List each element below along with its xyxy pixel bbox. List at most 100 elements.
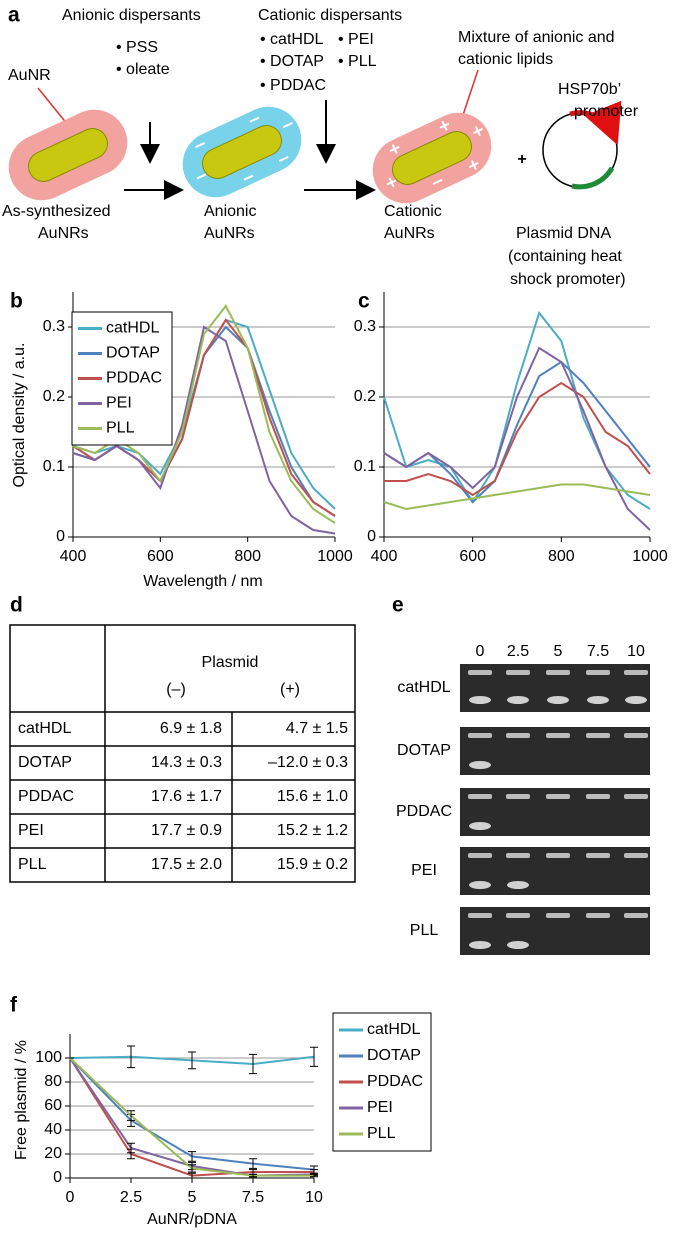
gel-band [587, 696, 609, 704]
promoter-arc [569, 100, 622, 146]
rod-assynth [8, 109, 128, 201]
plasmid-label: Plasmid DNA [516, 225, 611, 242]
table-cell: DOTAP [18, 754, 72, 771]
legend-label: catHDL [367, 1021, 420, 1038]
rod-anionic [182, 106, 302, 198]
gel-well [468, 733, 492, 738]
gel-well [506, 733, 530, 738]
series-line [383, 346, 651, 531]
table-cell: –12.0 ± 0.3 [268, 754, 348, 771]
series-line [384, 381, 651, 497]
gel-band [625, 696, 647, 704]
gel-well [468, 670, 492, 675]
y-tick-label: 40 [44, 1121, 62, 1138]
table-cell: 17.7 ± 0.9 [151, 822, 222, 839]
error-bar [249, 1053, 257, 1075]
x-tick-label: 0 [66, 1189, 75, 1206]
series-line [72, 325, 336, 535]
table-cell: 15.9 ± 0.2 [277, 856, 348, 873]
table-cell: 15.2 ± 1.2 [277, 822, 348, 839]
table-column-header: (+) [280, 681, 300, 698]
lipid-note: Mixture of anionic and [458, 29, 615, 46]
gel-lane-label: 2.5 [507, 643, 529, 660]
gel-well [624, 794, 648, 799]
plasmid-label: shock promoter) [510, 271, 626, 288]
table-column-header: (–) [166, 681, 186, 698]
gel-well [506, 853, 530, 858]
x-tick-label: 600 [147, 548, 174, 565]
gel-row-label: PDDAC [396, 803, 452, 820]
error-bar [188, 1051, 196, 1070]
legend-label: DOTAP [106, 345, 160, 362]
legend-label: PLL [106, 420, 135, 437]
x-axis-label: Wavelength / nm [143, 573, 262, 590]
gel-well [468, 794, 492, 799]
error-bar [310, 1046, 318, 1067]
panel-label: e [392, 594, 404, 617]
gel-well [546, 913, 570, 918]
gel-row-label: PLL [410, 922, 439, 939]
table-cell: 4.7 ± 1.5 [286, 720, 348, 737]
panel-label: c [358, 290, 370, 313]
gel-well [546, 853, 570, 858]
x-tick-label: 1000 [317, 548, 353, 565]
lipid-note: cationic lipids [458, 51, 553, 68]
gel-well [468, 913, 492, 918]
y-tick-label: 100 [35, 1049, 62, 1066]
gel-band [469, 761, 491, 769]
x-tick-label: 400 [371, 548, 398, 565]
stage-label: Anionic [204, 203, 256, 220]
x-axis-label: AuNR/pDNA [147, 1211, 237, 1228]
anionic-title: Anionic dispersants [62, 7, 201, 24]
gel-lane-label: 7.5 [587, 643, 609, 660]
x-tick-label: 10 [305, 1189, 323, 1206]
panel-label: a [8, 4, 20, 27]
y-tick-label: 20 [44, 1145, 62, 1162]
x-tick-label: 2.5 [120, 1189, 142, 1206]
legend-label: PEI [367, 1099, 393, 1116]
cationic-item: • PEI [338, 31, 374, 48]
stage-label: AuNRs [204, 225, 255, 242]
gel-well [506, 794, 530, 799]
error-bar [249, 1173, 257, 1178]
panel-label: d [10, 594, 23, 617]
y-tick-label: 0 [367, 528, 376, 545]
error-bar [188, 1151, 196, 1162]
cationic-title: Cationic dispersants [258, 7, 402, 24]
gel-row-label: DOTAP [397, 742, 451, 759]
gene-arc [571, 166, 615, 190]
gel-well [506, 913, 530, 918]
error-bar [188, 1172, 196, 1179]
series-line [383, 483, 651, 511]
legend-label: DOTAP [367, 1047, 421, 1064]
error-bar [127, 1045, 135, 1069]
gel-row-label: catHDL [397, 679, 450, 696]
x-tick-label: 800 [234, 548, 261, 565]
y-tick-label: 0.3 [43, 318, 65, 335]
gel-lane-label: 5 [554, 643, 563, 660]
y-tick-label: 0.2 [43, 388, 65, 405]
cationic-item: • PLL [338, 53, 377, 70]
error-bar [249, 1158, 257, 1169]
panel-label: b [10, 290, 23, 313]
gel-lane-label: 10 [627, 643, 645, 660]
table-cell: PEI [18, 822, 44, 839]
gel-band [469, 881, 491, 889]
cationic-item: • catHDL [260, 31, 324, 48]
gel-row-label: PEI [411, 862, 437, 879]
table-cell: 6.9 ± 1.8 [160, 720, 222, 737]
series-line [383, 310, 651, 510]
rod-label: AuNR [8, 67, 51, 84]
gel-well [624, 853, 648, 858]
y-tick-label: 0 [56, 528, 65, 545]
table-cell: 17.6 ± 1.7 [151, 788, 222, 805]
gel-well [546, 733, 570, 738]
table-border [9, 624, 356, 883]
gel-well [546, 670, 570, 675]
pointer [461, 69, 479, 119]
error-bar [188, 1164, 196, 1173]
gel-well [586, 853, 610, 858]
promoter-label: HSP70b’ [558, 81, 621, 98]
